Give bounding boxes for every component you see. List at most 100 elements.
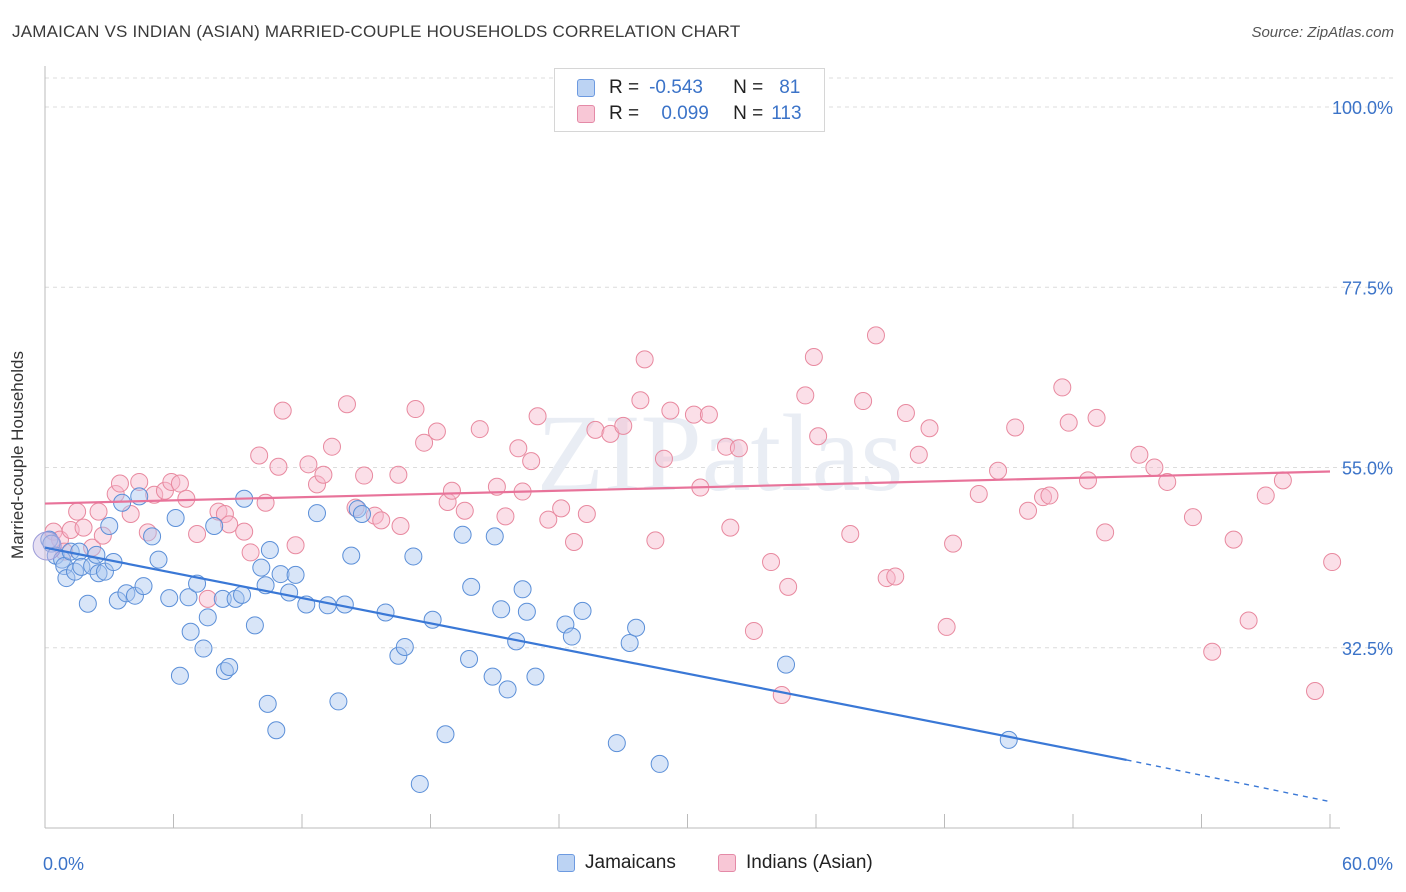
data-point: [233, 585, 252, 604]
data-point: [777, 655, 796, 674]
data-point: [513, 580, 532, 599]
data-point: [436, 725, 455, 744]
data-point: [841, 525, 860, 544]
data-point: [607, 734, 626, 753]
data-point: [307, 475, 326, 494]
data-point: [886, 567, 905, 586]
data-point: [352, 504, 371, 523]
data-point: [205, 516, 224, 535]
source-label: Source: ZipAtlas.com: [1251, 24, 1394, 41]
data-point: [215, 504, 234, 523]
data-point-cluster: [32, 531, 62, 561]
data-point: [1273, 471, 1292, 490]
data-point: [1203, 642, 1222, 661]
legend-item-jamaicans[interactable]: Jamaicans: [557, 852, 676, 874]
data-point: [286, 536, 305, 555]
data-point: [631, 391, 650, 410]
data-point: [299, 455, 318, 474]
blue-swatch: [577, 79, 595, 97]
data-point: [170, 666, 189, 685]
legend-label-indians: Indians (Asian): [746, 852, 873, 873]
axes: [44, 66, 1340, 829]
data-point: [170, 474, 189, 493]
data-point: [455, 501, 474, 520]
data-point: [650, 754, 669, 773]
trend-line-jamaicans: [44, 546, 1127, 761]
y-tick-label: 77.5%: [1342, 278, 1393, 298]
data-point: [307, 504, 326, 523]
data-point: [1059, 413, 1078, 432]
data-point: [729, 439, 748, 458]
data-point: [415, 433, 434, 452]
data-point: [586, 420, 605, 439]
data-point: [1306, 682, 1325, 701]
legend-label-jamaicans: Jamaicans: [585, 852, 676, 873]
data-point: [245, 616, 264, 635]
data-point: [896, 404, 915, 423]
y-tick-label: 100.0%: [1332, 98, 1393, 118]
data-point: [866, 326, 885, 345]
data-point: [1239, 611, 1258, 630]
data-point: [562, 627, 581, 646]
data-point: [269, 457, 288, 476]
data-point: [314, 465, 333, 484]
pink-swatch: [577, 105, 595, 123]
data-point: [89, 564, 108, 583]
data-point: [166, 508, 185, 527]
legend-row-indians: R = 0.099 N = 113: [577, 102, 802, 126]
indians-asian-points: [44, 326, 1342, 705]
gridlines: [45, 77, 1395, 649]
data-point: [796, 386, 815, 405]
data-point: [1040, 486, 1059, 505]
data-point: [601, 424, 620, 443]
data-point: [470, 420, 489, 439]
data-point: [273, 401, 292, 420]
data-point: [395, 637, 414, 656]
data-point: [145, 485, 164, 504]
data-point: [496, 507, 515, 526]
blue-swatch: [557, 854, 575, 872]
data-point: [564, 533, 583, 552]
data-point: [453, 525, 472, 544]
data-point: [220, 657, 239, 676]
data-point: [999, 730, 1018, 749]
n-value: 113: [771, 103, 802, 124]
legend-row-jamaicans: R = -0.543 N = 81: [577, 76, 800, 100]
trend-lines: [44, 470, 1331, 803]
data-point: [854, 392, 873, 411]
x-tick-label-right: 60.0%: [1342, 854, 1393, 874]
data-point: [1323, 553, 1342, 572]
data-point: [804, 347, 823, 366]
data-point: [442, 481, 461, 500]
data-point: [213, 589, 232, 608]
data-point: [134, 577, 153, 596]
data-point: [391, 516, 410, 535]
data-point: [483, 667, 502, 686]
data-point: [280, 583, 299, 602]
data-point: [721, 518, 740, 537]
data-point: [87, 545, 106, 564]
data-point: [920, 419, 939, 438]
data-point: [772, 686, 791, 705]
data-point: [1256, 486, 1275, 505]
data-point: [93, 526, 112, 545]
legend-item-indians[interactable]: Indians (Asian): [718, 852, 873, 874]
data-point: [78, 594, 97, 613]
data-point: [410, 774, 429, 793]
jamaicans-points: [32, 487, 1018, 793]
data-point: [526, 667, 545, 686]
data-point: [256, 493, 275, 512]
chart-title: JAMAICAN VS INDIAN (ASIAN) MARRIED-COUPL…: [12, 22, 741, 41]
data-point: [181, 622, 200, 641]
data-point: [70, 542, 89, 561]
data-point: [271, 565, 290, 584]
y-tick-labels: 32.5% 55.0% 77.5% 100.0%: [1332, 98, 1393, 659]
data-point: [944, 534, 963, 553]
y-tick-label: 32.5%: [1342, 639, 1393, 659]
data-point: [286, 565, 305, 584]
data-point: [342, 546, 361, 565]
data-point: [252, 558, 271, 577]
data-point: [267, 721, 286, 740]
data-point: [198, 589, 217, 608]
